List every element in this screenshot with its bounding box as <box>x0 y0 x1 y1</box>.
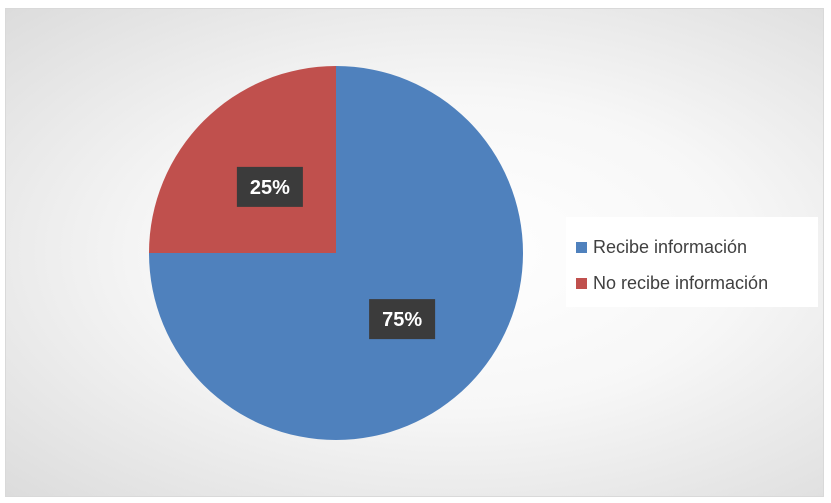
legend: Recibe información No recibe información <box>566 217 818 307</box>
data-label-recibe-box <box>369 299 436 340</box>
legend-swatch-no-recibe <box>576 277 587 289</box>
data-label-recibe-text: 75% <box>382 309 422 331</box>
slice-no-recibe <box>149 66 336 253</box>
legend-swatch-recibe <box>576 241 587 253</box>
chart-area: 75% 25% Recibe información No recibe info… <box>5 8 824 497</box>
data-label-no-recibe: 25% <box>236 166 303 207</box>
pie-chart: 75% 25% <box>149 66 523 440</box>
data-label-recibe: 75% <box>369 299 436 340</box>
legend-label-no-recibe: No recibe información <box>593 272 769 293</box>
data-label-no-recibe-box <box>236 166 303 207</box>
data-label-no-recibe-text: 25% <box>250 177 290 199</box>
legend-item-recibe: Recibe información <box>576 235 747 259</box>
legend-item-no-recibe: No recibe información <box>576 271 768 295</box>
legend-label-recibe: Recibe información <box>593 236 748 257</box>
